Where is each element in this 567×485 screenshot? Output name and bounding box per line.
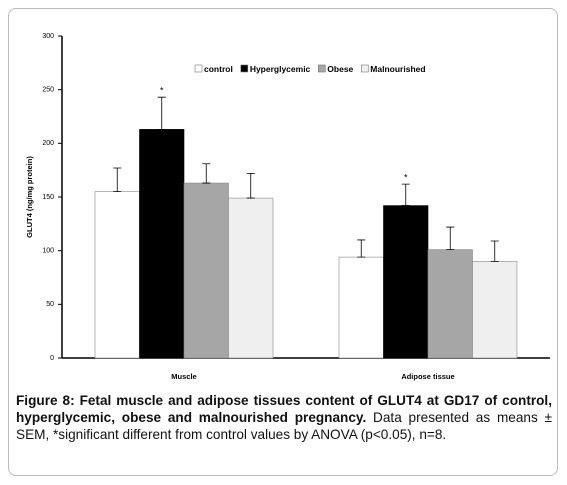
legend-label: Hyperglycemic xyxy=(250,64,311,74)
legend-label: Obese xyxy=(327,64,353,74)
significance-marker: * xyxy=(404,172,408,182)
y-tick-label: 150 xyxy=(42,194,54,201)
caption: Figure 8: Fetal muscle and adipose tissu… xyxy=(16,392,552,443)
y-tick-label: 50 xyxy=(46,301,54,308)
y-tick-label: 100 xyxy=(42,248,54,255)
bar xyxy=(94,191,140,359)
bar xyxy=(139,129,185,359)
legend-swatch xyxy=(194,64,203,73)
error-bar xyxy=(246,172,255,199)
legend-swatch xyxy=(317,64,326,73)
chart: GLUT4 (ng/mg protein) 0 50 100 150 200 250 300… xyxy=(25,33,550,381)
error-bar xyxy=(157,96,166,130)
figure-frame xyxy=(8,8,558,476)
error-bar xyxy=(357,239,366,258)
error-bar xyxy=(202,163,211,184)
y-tick-label: 250 xyxy=(42,87,54,94)
error-bar xyxy=(113,167,122,193)
bar xyxy=(338,256,384,359)
error-bar xyxy=(446,226,455,250)
bar xyxy=(183,182,229,359)
bar xyxy=(383,205,429,359)
error-bar xyxy=(401,183,410,206)
bar xyxy=(427,249,473,359)
legend-swatch xyxy=(360,64,369,73)
legend-label: Malnourished xyxy=(370,64,425,74)
caption-text: Data presented as means ± SEM, *signific… xyxy=(16,410,553,442)
y-tick-label: 0 xyxy=(50,355,54,362)
bar xyxy=(472,261,518,359)
x-tick-label: Muscle xyxy=(171,372,196,381)
y-tick-label: 300 xyxy=(42,33,54,40)
legend-swatch xyxy=(240,64,249,73)
y-axis-label: GLUT4 (ng/mg protein) xyxy=(25,156,34,238)
significance-marker: * xyxy=(160,86,164,96)
error-bar xyxy=(490,240,499,262)
x-tick-label: Adipose tissue xyxy=(401,372,454,381)
y-tick-label: 200 xyxy=(42,140,54,147)
caption-bold: Figure 8: Fetal muscle and adipose tissu… xyxy=(16,393,552,425)
bar xyxy=(228,197,274,359)
legend-label: control xyxy=(204,64,233,74)
